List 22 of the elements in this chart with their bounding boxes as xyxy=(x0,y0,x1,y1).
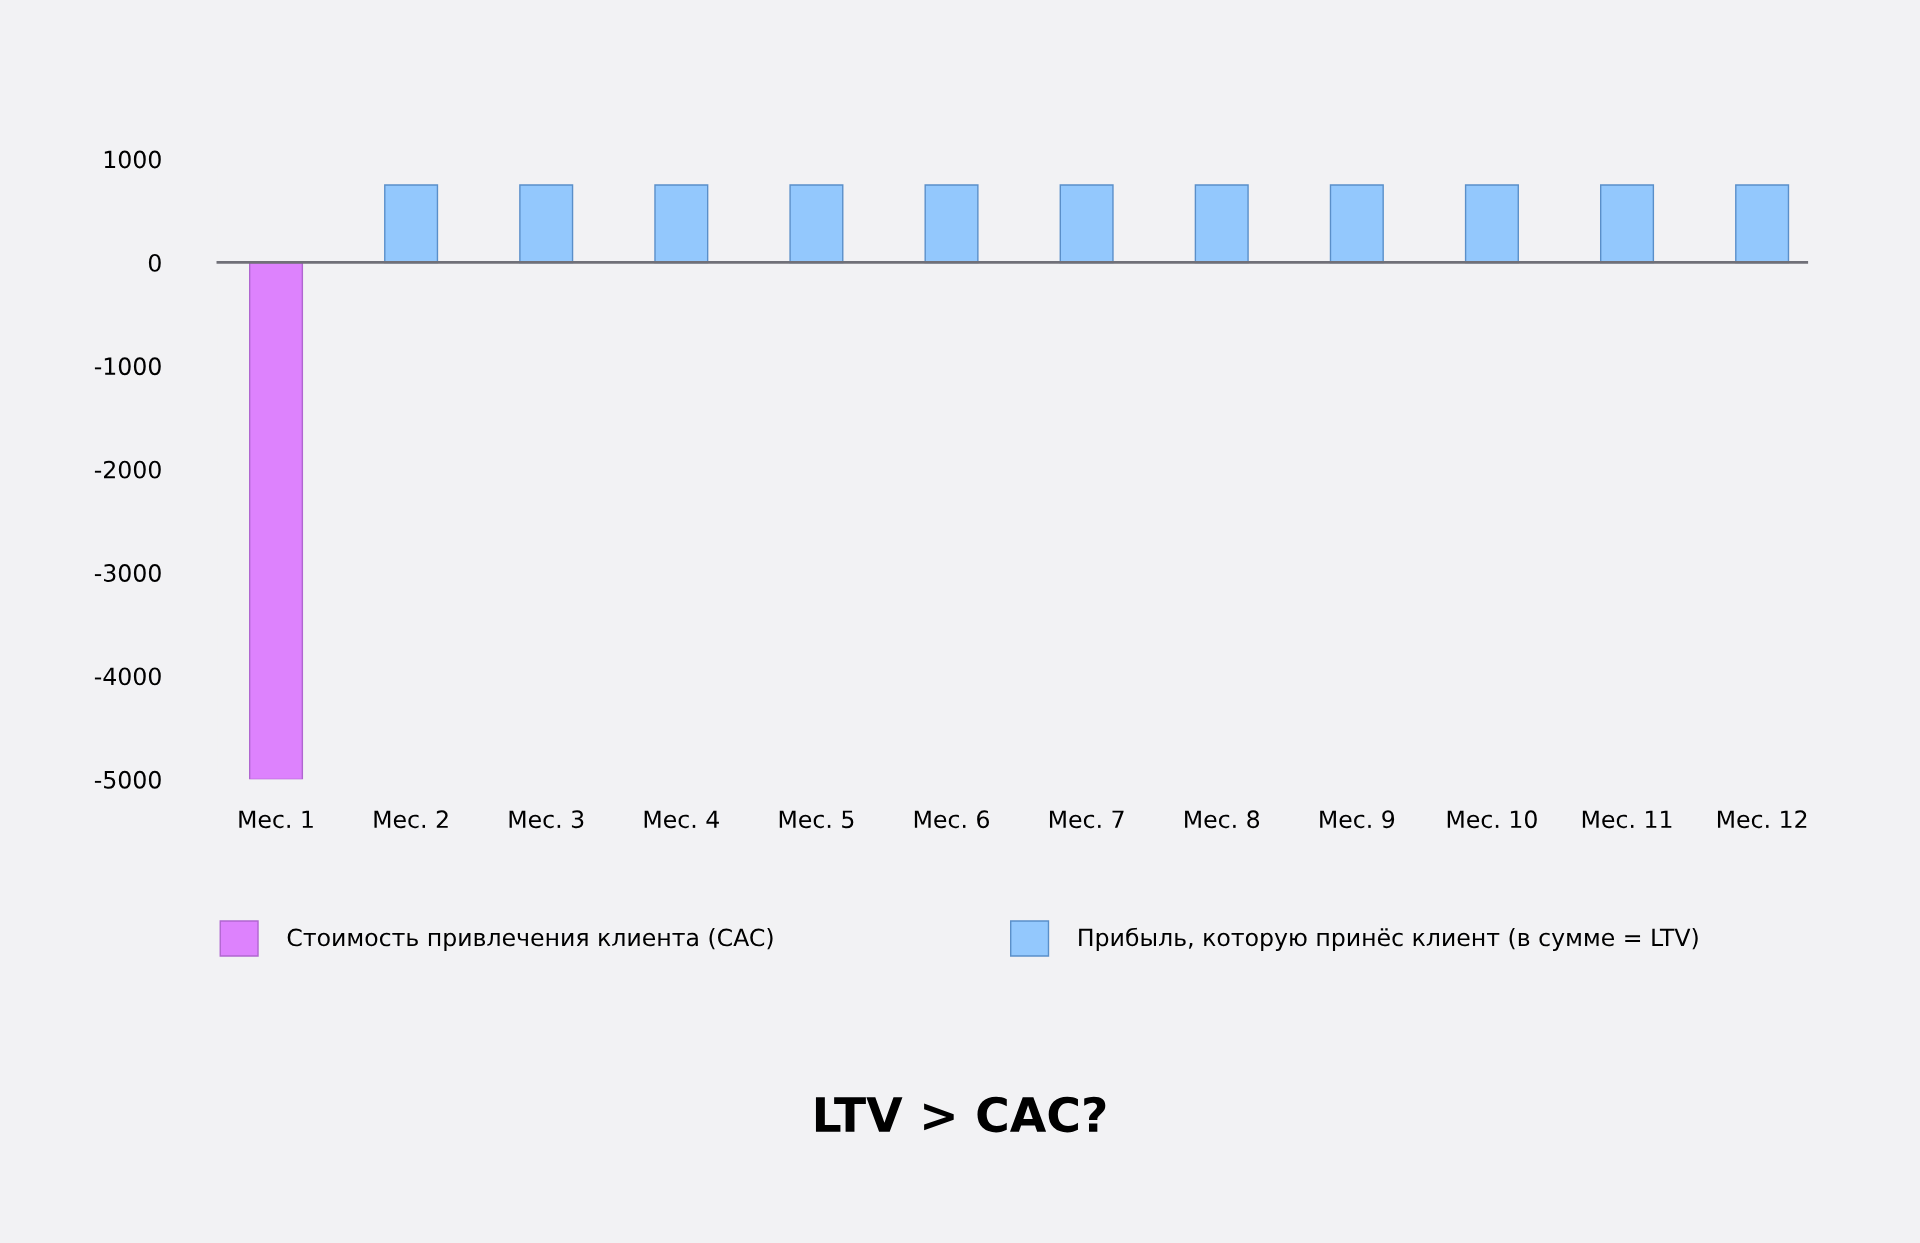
x-tick-label: Мес. 12 xyxy=(1717,810,1807,829)
x-tick-label: Мес. 11 xyxy=(1582,810,1672,829)
x-tick-label: Мес. 10 xyxy=(1447,810,1537,829)
x-tick-label: Мес. 4 xyxy=(644,810,719,829)
x-tick-label: Мес. 1 xyxy=(239,810,313,829)
y-tick-label: 0 xyxy=(148,253,161,272)
x-tick-label: Мес. 8 xyxy=(1185,810,1260,829)
x-tick-label: Мес. 6 xyxy=(914,810,989,829)
x-tick-label: Мес. 9 xyxy=(1320,810,1395,829)
y-tick-label: -2000 xyxy=(94,460,161,479)
y-tick-label: -4000 xyxy=(94,667,161,686)
y-tick-label: -3000 xyxy=(94,564,161,582)
x-tick-label: Мес. 2 xyxy=(374,810,448,829)
x-tick-label: Мес. 5 xyxy=(779,810,854,829)
y-tick-label: -5000 xyxy=(94,770,161,789)
x-tick-label: Мес. 7 xyxy=(1049,810,1124,829)
y-tick-label: 1000 xyxy=(104,150,161,169)
text: LTV > CAC? xyxy=(815,1096,1106,1133)
y-tick-label: -1000 xyxy=(94,357,161,376)
legend-label: Стоимость привлечения клиента (CAC) xyxy=(287,928,773,951)
legend-label: Прибыль, которую принёс клиент (в сумме = LTV) xyxy=(1079,927,1698,951)
x-tick-label: Мес. 3 xyxy=(509,810,584,829)
